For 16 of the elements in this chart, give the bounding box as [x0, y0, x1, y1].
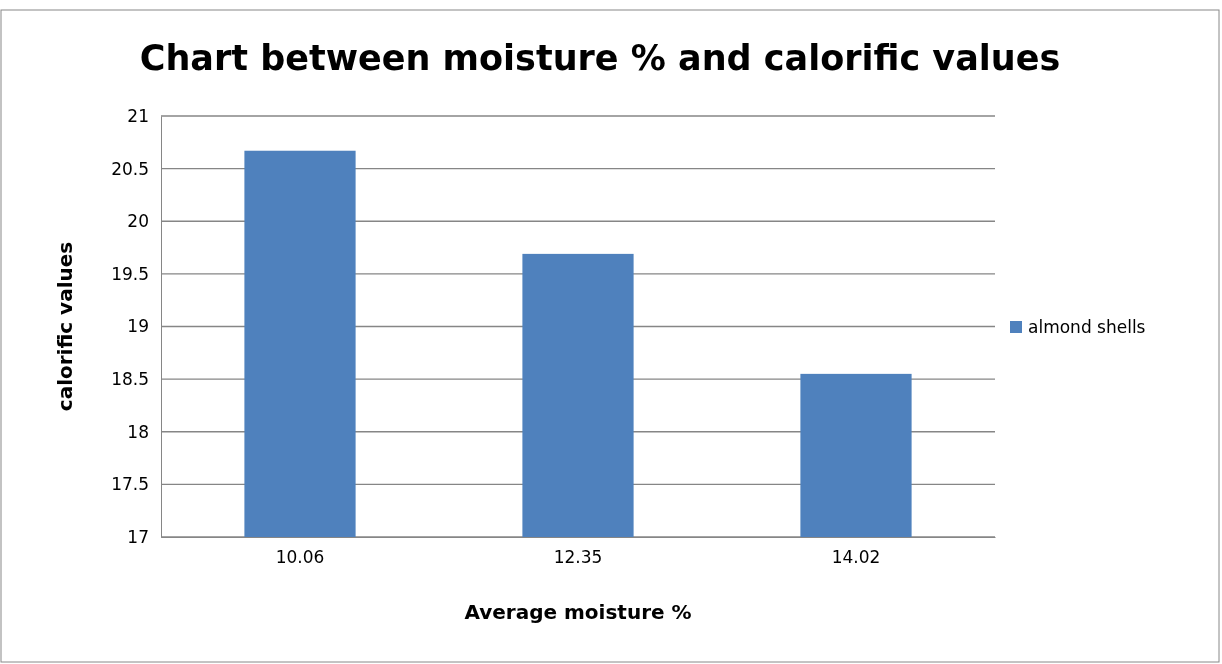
legend-label: almond shells	[1028, 317, 1146, 337]
x-tick-label: 10.06	[275, 547, 325, 568]
x-axis-title: Average moisture %	[464, 600, 692, 624]
x-tick-label: 12.35	[553, 547, 603, 568]
chart-title: Chart between moisture % and calorific values	[139, 38, 1061, 78]
y-tick-label: 19	[127, 316, 149, 337]
y-tick-label: 17	[127, 526, 149, 547]
y-tick-label: 21	[127, 105, 149, 126]
y-tick-label: 18	[127, 421, 149, 442]
y-tick-label: 18.5	[111, 369, 149, 390]
y-axis-title: calorific values	[53, 241, 77, 412]
y-tick-label: 17.5	[111, 474, 149, 495]
y-tick-label: 19.5	[111, 263, 149, 284]
y-tick-label: 20.5	[111, 158, 149, 179]
x-tick-label: 14.02	[831, 547, 881, 568]
y-tick-label: 20	[127, 211, 149, 232]
